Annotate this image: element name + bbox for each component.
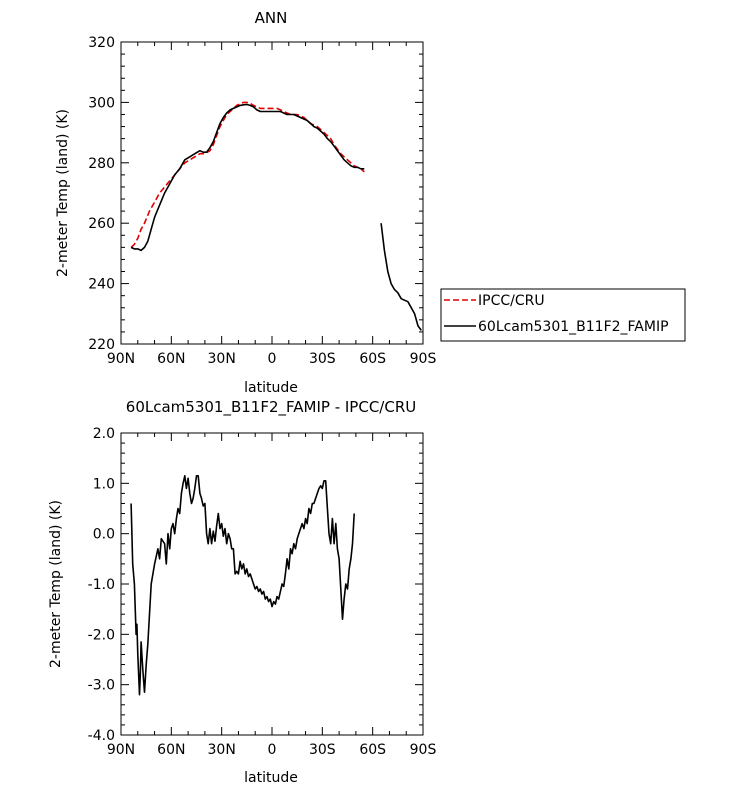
bottom-chart-x-tick-label: 30S <box>309 742 336 758</box>
legend-label-ipcc-cru: IPCC/CRU <box>478 293 545 309</box>
bottom-chart-x-axis-label: latitude <box>244 770 298 786</box>
bottom-chart-x-tick-label: 90N <box>107 742 135 758</box>
bottom-chart-frame <box>120 432 424 736</box>
top-chart-y-tick-label: 280 <box>88 156 115 172</box>
top-chart-x-tick-label: 30N <box>208 351 236 367</box>
top-chart-series-line-1 <box>130 103 365 252</box>
legend-box <box>440 288 686 342</box>
top-chart-ticks <box>120 41 424 345</box>
bottom-chart: 60Lcam5301_B11F2_FAMIP - IPCC/CRU 90N 60N… <box>48 398 436 786</box>
legend-label-model: 60Lcam5301_B11F2_FAMIP <box>478 319 669 335</box>
top-chart-tick-labels: 90N 60N 30N 0 30S 60S 90S 220 240 260 280 300 320 <box>88 35 436 367</box>
top-chart-x-tick-label: 90S <box>410 351 437 367</box>
top-chart-y-tick-label: 220 <box>88 337 115 353</box>
top-chart-y-tick-label: 260 <box>88 216 115 232</box>
top-chart-frame <box>120 41 424 345</box>
bottom-chart-y-tick-label: -1.0 <box>88 577 115 593</box>
top-chart: ANN 90N 60N 30N 0 30S 60S 90S 220 240 260 280 300 32… <box>55 9 436 396</box>
top-chart-x-tick-label: 60N <box>157 351 185 367</box>
bottom-chart-tick-labels: 90N 60N 30N 0 30S 60S 90S -4.0 -3.0 -2.0 -1.0 0.0 1.… <box>88 426 437 758</box>
bottom-chart-series <box>130 475 355 696</box>
top-chart-series <box>130 101 422 331</box>
bottom-chart-y-tick-label: 0.0 <box>93 527 115 543</box>
top-chart-y-tick-label: 320 <box>88 35 115 51</box>
top-chart-x-tick-label: 90N <box>107 351 135 367</box>
bottom-chart-y-tick-label: -4.0 <box>88 728 115 744</box>
bottom-chart-y-tick-label: 2.0 <box>93 426 115 442</box>
top-chart-y-tick-label: 240 <box>88 277 115 293</box>
top-chart-x-tick-label: 60S <box>359 351 386 367</box>
top-chart-y-tick-label: 300 <box>88 95 115 111</box>
top-chart-x-tick-label: 0 <box>268 351 277 367</box>
legend: IPCC/CRU 60Lcam5301_B11F2_FAMIP <box>440 288 686 342</box>
top-chart-title: ANN <box>255 9 288 27</box>
bottom-chart-y-tick-label: -2.0 <box>88 627 115 643</box>
top-chart-y-axis-label: 2-meter Temp (land) (K) <box>55 109 71 277</box>
bottom-chart-ticks <box>120 432 424 736</box>
top-chart-series-line-0 <box>130 101 365 248</box>
top-chart-x-axis-label: latitude <box>244 380 298 396</box>
bottom-chart-x-tick-label: 0 <box>268 742 277 758</box>
bottom-chart-title: 60Lcam5301_B11F2_FAMIP - IPCC/CRU <box>126 398 416 417</box>
bottom-chart-y-axis-label: 2-meter Temp (land) (K) <box>48 500 64 668</box>
top-chart-series-line-1-b <box>380 223 422 331</box>
bottom-chart-y-tick-label: -3.0 <box>88 678 115 694</box>
top-chart-x-tick-label: 30S <box>309 351 336 367</box>
bottom-chart-x-tick-label: 30N <box>208 742 236 758</box>
bottom-chart-x-tick-label: 90S <box>410 742 437 758</box>
bottom-chart-x-tick-label: 60S <box>359 742 386 758</box>
bottom-chart-x-tick-label: 60N <box>157 742 185 758</box>
bottom-chart-y-tick-label: 1.0 <box>93 476 115 492</box>
bottom-chart-series-line-0 <box>130 475 355 696</box>
